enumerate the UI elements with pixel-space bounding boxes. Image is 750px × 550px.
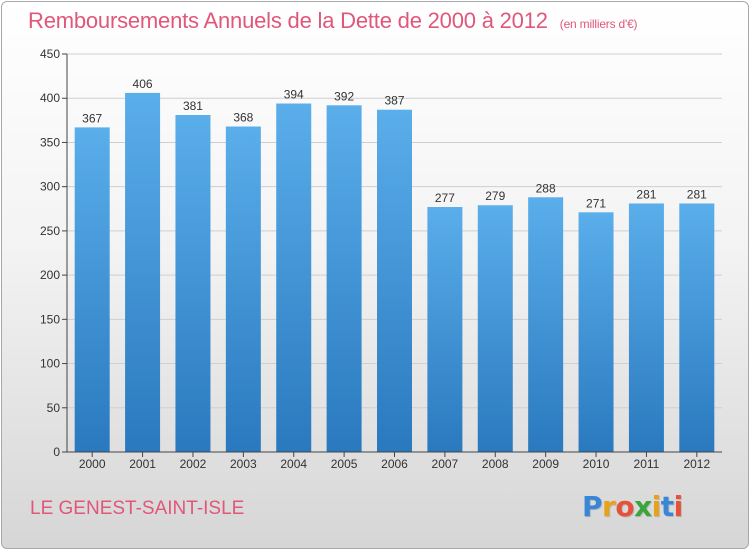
x-tick-label: 2010 <box>583 457 610 471</box>
bar-value-label: 277 <box>435 191 455 205</box>
bar <box>125 92 161 452</box>
bar-value-label: 367 <box>82 111 102 125</box>
x-tick-label: 2009 <box>532 457 559 471</box>
bar <box>326 105 362 452</box>
chart-title: Remboursements Annuels de la Dette de 20… <box>28 8 638 34</box>
y-tick-label: 400 <box>40 91 60 105</box>
bar-value-label: 271 <box>586 196 606 210</box>
bars <box>74 92 715 453</box>
bar-value-label: 406 <box>133 77 153 91</box>
x-tick-label: 2005 <box>331 457 358 471</box>
y-tick-label: 100 <box>40 357 60 371</box>
x-tick-label: 2002 <box>180 457 207 471</box>
y-tick-label: 250 <box>40 224 60 238</box>
y-tick-label: 50 <box>47 401 61 415</box>
x-tick-label: 2000 <box>79 457 106 471</box>
y-tick-label: 300 <box>40 180 60 194</box>
y-tick-label: 450 <box>40 47 60 61</box>
bar <box>528 197 564 452</box>
x-tick-label: 2001 <box>129 457 156 471</box>
x-tick-label: 2007 <box>432 457 459 471</box>
y-tick-label: 200 <box>40 268 60 282</box>
axes <box>62 53 722 457</box>
bar-value-label: 281 <box>687 187 707 201</box>
chart-subtitle: (en milliers d'€) <box>559 17 638 31</box>
bar-value-label: 392 <box>334 89 354 103</box>
bar <box>225 126 261 452</box>
bar <box>377 109 412 452</box>
proxiti-logo: Proxiti <box>582 490 683 523</box>
y-tick-label: 0 <box>53 445 60 459</box>
bar <box>175 115 211 452</box>
bar <box>427 207 463 452</box>
x-tick-label: 2012 <box>683 457 710 471</box>
bar-value-label: 279 <box>485 189 505 203</box>
chart-title-text: Remboursements Annuels de la Dette de 20… <box>28 8 548 33</box>
bar <box>628 203 664 452</box>
bar <box>679 203 715 452</box>
x-tick-label: 2011 <box>634 457 660 471</box>
x-tick-label: 2003 <box>230 457 257 471</box>
x-tick-label: 2006 <box>381 457 408 471</box>
x-tick-label: 2004 <box>280 457 307 471</box>
bar-value-label: 394 <box>284 88 304 102</box>
bar-value-label: 288 <box>536 181 556 195</box>
bar <box>477 205 513 452</box>
bar-value-label: 381 <box>183 99 203 113</box>
bar-value-label: 387 <box>384 94 404 108</box>
bar-value-label: 368 <box>233 111 253 125</box>
y-tick-label: 350 <box>40 135 60 149</box>
bar <box>578 212 614 452</box>
labels: 0 50 100 150 200 250 300 350 400 450 367 2000 406 200… <box>40 47 711 471</box>
bar-value-label: 281 <box>636 187 656 201</box>
bar <box>74 127 110 453</box>
x-tick-label: 2008 <box>482 457 509 471</box>
bar <box>276 103 312 452</box>
y-tick-label: 150 <box>40 312 60 326</box>
municipality-label: LE GENEST-SAINT-ISLE <box>30 498 245 519</box>
